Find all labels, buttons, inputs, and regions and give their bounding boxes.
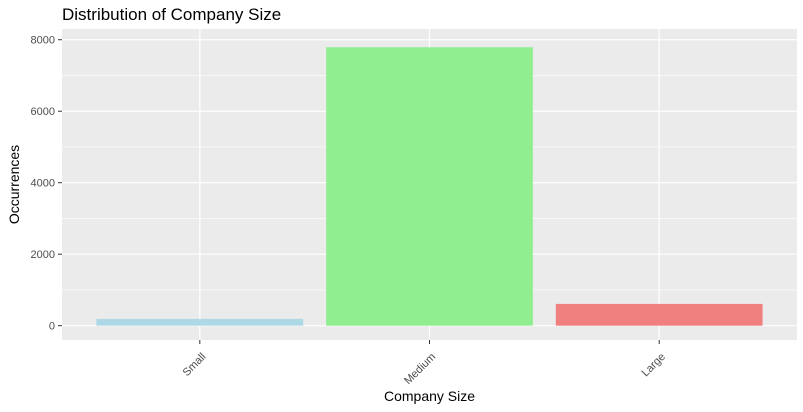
- y-tick-label: 8000: [31, 35, 55, 47]
- y-tick-label: 2000: [31, 249, 55, 261]
- y-tick-label: 4000: [31, 178, 55, 190]
- bar-small: [96, 318, 304, 326]
- y-tick-label: 6000: [31, 106, 55, 118]
- bar-large: [555, 303, 763, 326]
- x-axis-label: Company Size: [384, 388, 475, 404]
- chart-title: Distribution of Company Size: [62, 5, 281, 24]
- x-tick-label: Small: [181, 351, 209, 379]
- x-tick-label: Large: [640, 351, 668, 379]
- x-axis: Small Medium Large: [181, 340, 668, 387]
- y-axis-label: Occurrences: [6, 145, 22, 224]
- bar-medium: [326, 47, 533, 326]
- y-axis: 0 2000 4000 6000 8000: [31, 35, 62, 333]
- y-tick-label: 0: [49, 321, 55, 333]
- bars: [96, 47, 763, 326]
- x-tick-label: Medium: [402, 351, 438, 387]
